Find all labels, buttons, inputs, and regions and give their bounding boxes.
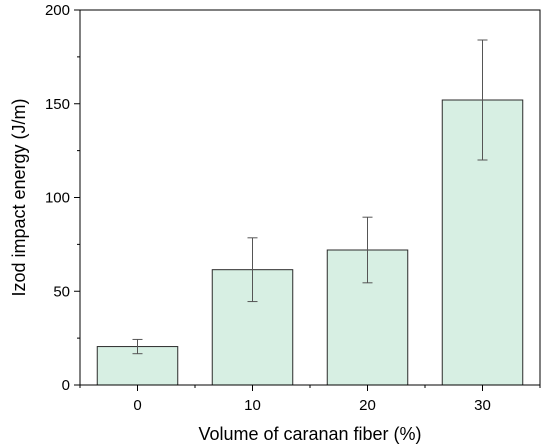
x-tick-label: 30 [474, 397, 491, 414]
y-tick-label: 50 [53, 283, 70, 300]
x-tick-label: 0 [133, 397, 141, 414]
x-tick-label: 10 [244, 397, 261, 414]
x-tick-label: 20 [359, 397, 376, 414]
y-tick-label: 200 [45, 2, 70, 19]
error-bar-20 [362, 216, 373, 284]
error-bar-0 [132, 338, 143, 355]
error-bar-10 [247, 237, 258, 303]
y-tick-label: 150 [45, 96, 70, 113]
y-tick-label: 0 [62, 377, 70, 394]
error-bars-layer [132, 39, 488, 355]
y-ticks-layer: 0 50 100 150 200 [45, 2, 80, 394]
x-axis-title: Volume of caranan fiber (%) [198, 424, 421, 444]
bars-layer [96, 99, 524, 386]
error-bar-30 [477, 39, 488, 161]
y-axis-title: Izod impact energy (J/m) [9, 98, 29, 296]
y-tick-label: 100 [45, 190, 70, 207]
x-ticks-layer: 0 10 20 30 [79, 385, 541, 414]
